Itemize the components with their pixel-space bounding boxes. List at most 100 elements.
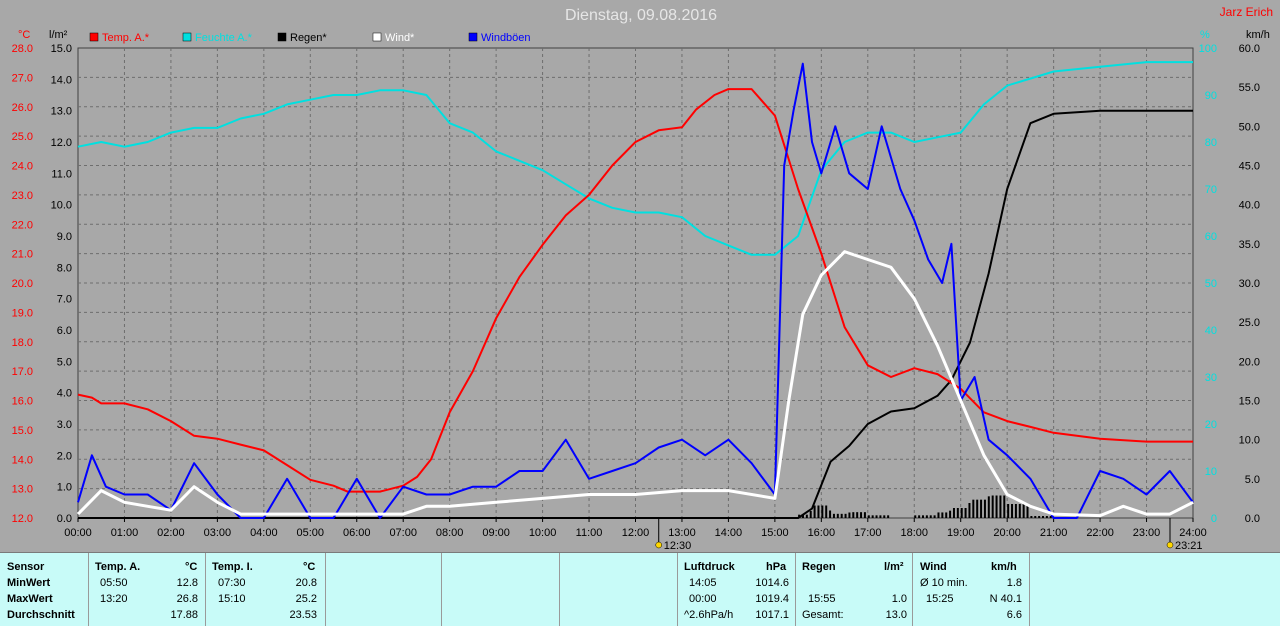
- series-line-regen: [78, 109, 1193, 519]
- temp-tick-label: 17.0: [12, 366, 33, 378]
- row-label-max: MaxWert: [7, 593, 53, 605]
- rain-tick-label: 13.0: [51, 106, 72, 118]
- rain-bar: [871, 515, 874, 518]
- rain-bar: [1014, 504, 1017, 518]
- pressure-avg-value: 1017.1: [755, 609, 789, 621]
- rain-unit: l/m²: [884, 561, 904, 573]
- humidity-tick-label: 80: [1205, 137, 1217, 149]
- rain-bar: [879, 515, 882, 518]
- humidity-tick-label: 70: [1205, 184, 1217, 196]
- x-tick-label: 01:00: [111, 527, 139, 539]
- rain-bar: [875, 515, 878, 518]
- rain-bar: [941, 512, 944, 518]
- divider: [205, 553, 206, 626]
- rain-bar: [844, 513, 847, 518]
- legend-swatch: [372, 32, 382, 42]
- rain-bar: [980, 499, 983, 518]
- rain-bar: [813, 505, 816, 518]
- rain-bar: [991, 495, 994, 518]
- legend-swatch: [468, 32, 478, 42]
- divider: [325, 553, 326, 626]
- pressure-min-time: 14:05: [689, 577, 717, 589]
- rain-tick-label: 0.0: [57, 513, 72, 525]
- rain-bar: [883, 515, 886, 518]
- temp-tick-label: 26.0: [12, 102, 33, 114]
- x-tick-label: 08:00: [436, 527, 464, 539]
- marker-label: 23:21: [1175, 540, 1203, 552]
- rain-bar: [983, 499, 986, 518]
- rain-bar: [821, 505, 824, 518]
- pressure-header: Luftdruck: [684, 561, 735, 573]
- series-line-windben: [77, 62, 1194, 519]
- rain-tick-label: 4.0: [57, 388, 72, 400]
- temp-tick-label: 24.0: [12, 161, 33, 173]
- legend-label: Wind*: [385, 32, 415, 44]
- wind-axis: 0.0 5.0 10.0 15.0 20.0 25.0 30.0 35.0 40.0 45.0 50…: [1239, 43, 1260, 525]
- wind-avg10-label: Ø 10 min.: [920, 577, 968, 589]
- x-tick-label: 07:00: [389, 527, 417, 539]
- divider: [441, 553, 442, 626]
- rain-bar: [848, 512, 851, 518]
- humidity-axis: 0 10 20 30 40 50 60 70 80 90 100: [1199, 43, 1217, 525]
- divider: [677, 553, 678, 626]
- series-line-feuchtea: [77, 61, 1193, 256]
- x-tick-label: 16:00: [808, 527, 836, 539]
- x-tick-label: 06:00: [343, 527, 371, 539]
- wind-tick-label: 5.0: [1245, 474, 1260, 486]
- wind-header: Wind: [920, 561, 947, 573]
- temp-tick-label: 19.0: [12, 307, 33, 319]
- wind-tick-label: 45.0: [1239, 161, 1260, 173]
- rain-bar: [1045, 516, 1048, 518]
- wind-tick-label: 25.0: [1239, 317, 1260, 329]
- temp-a-header: Temp. A.: [95, 561, 141, 573]
- temp-i-max-time: 15:10: [218, 593, 246, 605]
- temp-tick-label: 12.0: [12, 513, 33, 525]
- temp-i-min-time: 07:30: [218, 577, 246, 589]
- temp-i-min-value: 20.8: [295, 577, 317, 589]
- temp-tick-label: 21.0: [12, 249, 33, 261]
- rain-bar: [1003, 495, 1006, 518]
- wind-tick-label: 55.0: [1239, 82, 1260, 94]
- temp-tick-label: 13.0: [12, 484, 33, 496]
- x-tick-label: 09:00: [482, 527, 510, 539]
- temp-i-header: Temp. I.: [212, 561, 253, 573]
- legend-label: Windböen: [481, 32, 531, 44]
- temp-tick-label: 15.0: [12, 425, 33, 437]
- x-tick-label: 11:00: [576, 527, 603, 539]
- divider: [795, 553, 796, 626]
- temp-tick-label: 28.0: [12, 43, 33, 55]
- rain-bar: [829, 510, 832, 518]
- rain-tick-label: 3.0: [57, 419, 72, 431]
- weather-chart: 12.0 13.0 14.0 15.0 16.0 17.0 18.0 19.0 20.0 21.0…: [12, 5, 1273, 552]
- rain-tick-label: 7.0: [57, 294, 72, 306]
- temp-axis: 12.0 13.0 14.0 15.0 16.0 17.0 18.0 19.0 20.0 21.0…: [12, 43, 33, 525]
- wind-unit: km/h: [991, 561, 1017, 573]
- wind-tick-label: 60.0: [1239, 43, 1260, 55]
- rain-tick-label: 11.0: [51, 168, 72, 180]
- wind-max-time: 15:25: [926, 593, 954, 605]
- legend-label: Regen*: [290, 32, 327, 44]
- rain-bar: [836, 513, 839, 518]
- temp-a-max-time: 13:20: [100, 593, 128, 605]
- temp-tick-label: 22.0: [12, 219, 33, 231]
- temp-tick-label: 16.0: [12, 396, 33, 408]
- rain-header: Regen: [802, 561, 836, 573]
- rain-bar: [933, 515, 936, 518]
- rain-bar: [887, 515, 890, 518]
- rain-tick-label: 2.0: [57, 450, 72, 462]
- rain-bar: [1042, 516, 1045, 518]
- rain-bar: [832, 513, 835, 518]
- humidity-tick-label: 50: [1205, 278, 1217, 290]
- rain-bar: [809, 511, 812, 518]
- divider: [912, 553, 913, 626]
- x-tick-label: 21:00: [1040, 527, 1068, 539]
- rain-bar: [968, 503, 971, 518]
- humidity-tick-label: 20: [1205, 419, 1217, 431]
- rain-tick-label: 6.0: [57, 325, 72, 337]
- wind-tick-label: 35.0: [1239, 239, 1260, 251]
- temp-i-unit: °C: [303, 561, 316, 573]
- temp-tick-label: 23.0: [12, 190, 33, 202]
- x-tick-label: 18:00: [900, 527, 928, 539]
- pressure-min-value: 1014.6: [755, 577, 789, 589]
- divider: [1029, 553, 1030, 626]
